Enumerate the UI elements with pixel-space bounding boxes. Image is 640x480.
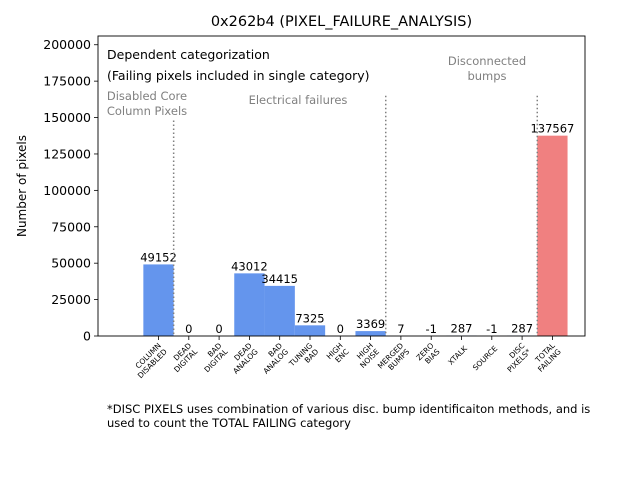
data-label: -1 [425,322,436,336]
data-label: 49152 [140,250,177,264]
x-tick-label-line: SOURCE [471,344,499,372]
x-tick-label-line: XTALK [446,343,470,367]
bar [537,135,568,336]
y-tick-label: 0 [83,329,91,344]
x-tick-label: XTALK [446,343,470,367]
bar [264,285,295,336]
y-tick-label: 150000 [43,110,91,125]
footnote-line-1: *DISC PIXELS uses combination of various… [107,402,591,416]
y-tick-label: 100000 [43,183,91,198]
x-tick-label: TUNINGBAD [287,341,321,375]
y-tick-label: 200000 [43,37,91,52]
annotation-text: Dependent categorization [107,47,270,62]
x-tick-label: MERGEDBUMPS [376,341,412,377]
group-label: Column Pixels [107,104,187,118]
x-tick-label: SOURCE [471,344,499,372]
x-tick-label: ZEROBIAS [414,341,441,368]
bar [355,331,386,336]
x-tick-label: BADDIGITAL [196,340,230,374]
x-tick-label: DEADDIGITAL [166,340,200,374]
x-tick-label: HIGHENC [325,341,351,367]
annotation-text: (Failing pixels included in single categ… [107,68,370,83]
y-tick-label: 50000 [51,256,91,271]
footnote-line-2: used to count the TOTAL FAILING category [107,416,351,430]
data-label: 3369 [356,317,385,331]
bar [143,264,174,336]
data-label: -1 [486,322,497,336]
data-label: 0 [215,322,222,336]
data-label: 0 [337,322,344,336]
y-tick-label: 25000 [51,292,91,307]
bar [234,273,265,336]
group-label: Disconnected [448,54,526,68]
data-label: 137567 [530,122,574,136]
plot-frame [97,35,586,337]
group-label: Electrical failures [249,93,348,107]
chart-title: 0x262b4 (PIXEL_FAILURE_ANALYSIS) [211,14,472,30]
data-label: 7 [397,322,404,336]
data-label: 287 [451,322,473,336]
y-tick-label: 75000 [51,219,91,234]
group-label: Disabled Core [107,89,187,103]
data-label: 43012 [231,259,268,273]
x-tick-label: DISCPIXELS* [499,341,532,374]
x-tick-label: DEADANALOG [225,341,260,376]
data-label: 287 [511,322,533,336]
x-tick-label: COLUMNDISABLED [130,341,169,380]
y-axis-label: Number of pixels [15,135,29,237]
y-tick-label: 175000 [43,74,91,89]
x-tick-label: TOTALFAILING [530,340,563,373]
data-label: 34415 [261,272,298,286]
data-label: 0 [185,322,192,336]
y-tick-label: 125000 [43,146,91,161]
bar [294,325,326,336]
x-tick-label: BADANALOG [255,341,290,376]
footnote: *DISC PIXELS uses combination of various… [107,402,637,430]
data-label: 7325 [295,311,324,325]
group-label: bumps [467,69,506,83]
